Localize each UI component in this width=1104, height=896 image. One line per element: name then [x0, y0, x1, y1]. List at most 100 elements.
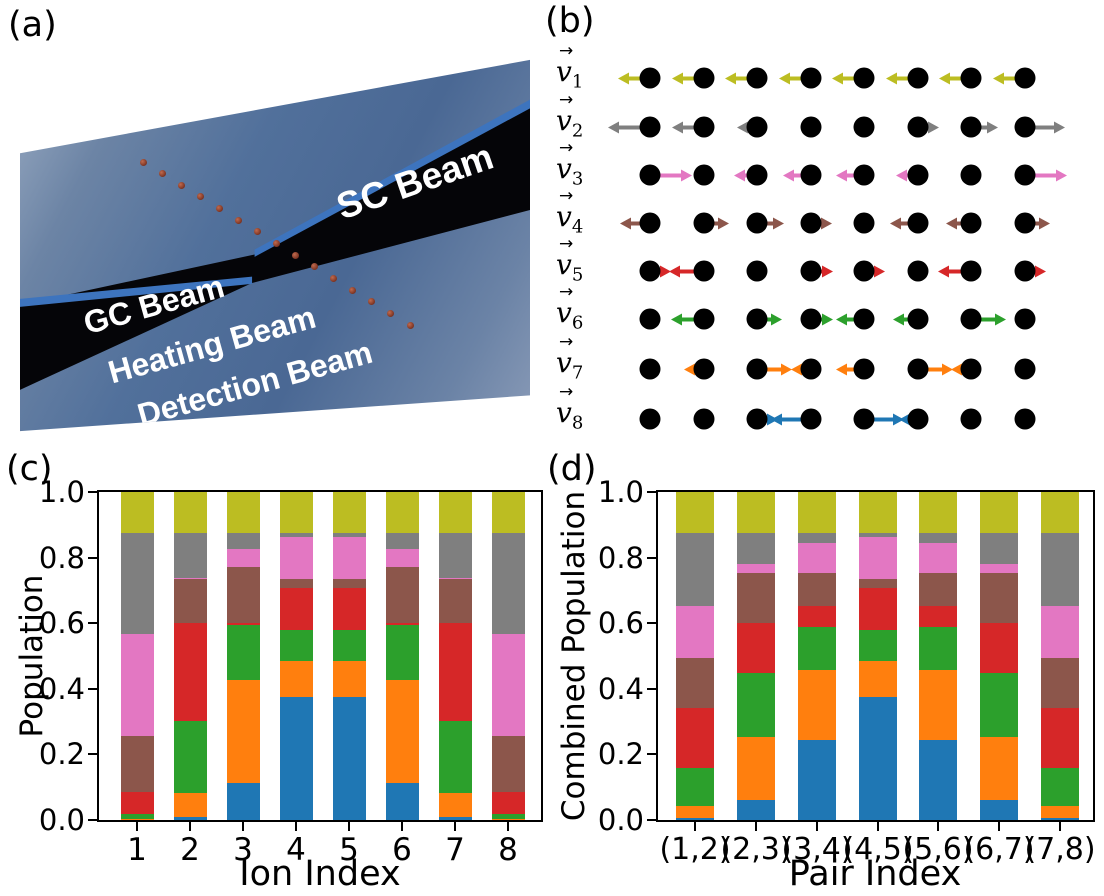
mode-arrow	[938, 265, 961, 278]
arrow-shaft	[847, 367, 854, 371]
arrow-head	[620, 217, 631, 229]
arrow-head	[779, 72, 790, 84]
y-tick-label: 0.8	[38, 540, 85, 575]
bar-segment-mode-1	[798, 492, 836, 533]
bar-segment-mode-2	[173, 533, 207, 578]
ion-dot	[639, 308, 661, 330]
x-tick-mark	[816, 822, 818, 831]
mode-arrow	[660, 265, 671, 278]
ion-dot	[639, 212, 661, 234]
bar-segment-mode-3	[438, 577, 472, 579]
bar-segment-mode-4	[859, 579, 897, 588]
arrow-shaft	[745, 173, 747, 177]
bar-segment-mode-5	[226, 623, 260, 625]
arrow-head	[939, 72, 950, 84]
bar-segment-mode-1	[491, 492, 525, 533]
x-tick-mark	[1059, 822, 1061, 831]
y-tick-label: 0.0	[38, 803, 85, 837]
arrow-shaft	[897, 76, 908, 80]
plot-area-c	[97, 490, 543, 822]
bar-segment-mode-8	[798, 739, 836, 820]
arrow-shaft	[790, 76, 801, 80]
bar-segment-mode-3	[491, 634, 525, 737]
bar-segment-mode-3	[737, 563, 775, 574]
trap-chip-surface: SC Beam GC Beam Heating Beam Detection B…	[20, 59, 530, 432]
ion-dot	[273, 240, 280, 247]
vector-arrow-icon: →	[559, 186, 574, 206]
ion-dot	[387, 309, 395, 317]
mode-arrow	[836, 363, 854, 376]
mode-arrow	[890, 217, 908, 230]
y-tick-label: 0.4	[597, 671, 644, 706]
bar-segment-mode-4	[120, 736, 154, 793]
ion-dot	[960, 358, 982, 380]
arrow-shaft	[847, 173, 854, 177]
vector-arrow-icon: →	[559, 41, 574, 61]
ion-dot	[406, 321, 414, 329]
bar-segment-mode-7	[226, 680, 260, 783]
y-tick-mark	[647, 491, 656, 493]
bar-segment-mode-1	[385, 492, 419, 533]
ion-dot	[234, 216, 242, 224]
mode-label-v7: → v7	[556, 334, 583, 388]
bar-segment-mode-8	[385, 782, 419, 820]
ion-dot	[853, 164, 875, 186]
bar-segment-mode-1	[1041, 492, 1079, 533]
bar-segment-mode-1	[980, 492, 1018, 533]
ion-dot	[693, 358, 715, 380]
bar-segment-mode-4	[1041, 657, 1079, 708]
ion-dot	[800, 358, 822, 380]
mode-symbol: v6	[556, 296, 584, 334]
mode-arrow	[618, 72, 640, 85]
x-tick-mark	[937, 822, 939, 831]
ion-dot	[1014, 164, 1036, 186]
y-tick-mark	[88, 491, 97, 493]
x-tick-mark	[877, 822, 879, 831]
x-tick-label: 4	[286, 832, 306, 868]
ion-dot	[960, 212, 982, 234]
ion-dot	[907, 408, 929, 430]
ion-dot	[960, 408, 982, 430]
mode-arrow	[896, 169, 908, 182]
mode-symbol: v4	[556, 200, 584, 238]
bar-segment-mode-3	[676, 605, 714, 658]
arrow-head	[771, 413, 782, 425]
arrow-head	[618, 72, 629, 84]
ion-dot	[800, 212, 822, 234]
bar-segment-mode-3	[120, 634, 154, 737]
mode-arrow	[684, 363, 695, 376]
bar-segment-mode-8	[120, 819, 154, 820]
mode-arrow	[714, 217, 729, 230]
mode-arrow	[928, 363, 953, 376]
ion-dot	[960, 260, 982, 282]
arrow-head	[836, 363, 847, 375]
mode-arrow	[671, 313, 694, 326]
ion-dot	[853, 212, 875, 234]
mode-arrow	[779, 72, 801, 85]
mode-arrow	[946, 217, 961, 230]
bar-segment-mode-1	[859, 492, 897, 533]
ion-dot	[907, 308, 929, 330]
mode-arrow	[899, 413, 910, 426]
arrow-shaft	[874, 417, 893, 421]
arrow-head	[946, 217, 957, 229]
ion-dot	[693, 408, 715, 430]
bar-segment-mode-4	[385, 566, 419, 624]
y-tick-label: 0.6	[597, 606, 644, 641]
bar-segment-mode-8	[737, 800, 775, 820]
bar-segment-mode-1	[226, 492, 260, 533]
bar-segment-mode-8	[226, 782, 260, 820]
arrow-shaft	[767, 317, 771, 321]
bar-segment-mode-5	[332, 587, 366, 631]
ion-dot	[907, 164, 929, 186]
arrow-shaft	[631, 221, 640, 225]
arrow-head	[1039, 217, 1050, 229]
mode-arrow	[836, 313, 854, 326]
mode-arrow	[672, 121, 694, 134]
arrow-shaft	[907, 173, 908, 177]
bar-segment-mode-7	[332, 660, 366, 698]
arrow-head	[1035, 265, 1046, 277]
ion-dot	[1014, 212, 1036, 234]
bar-segment-mode-6	[279, 630, 313, 661]
